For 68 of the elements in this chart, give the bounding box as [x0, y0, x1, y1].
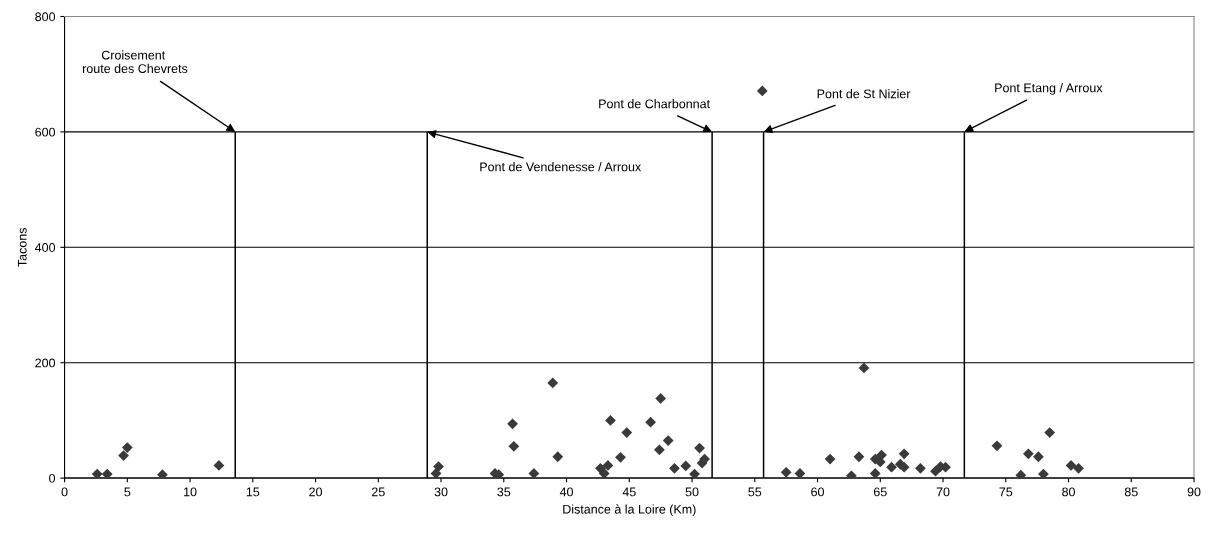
x-tick-label: 80 [1062, 487, 1075, 497]
x-tick-label: 45 [622, 487, 636, 497]
point [528, 468, 540, 479]
point [662, 435, 674, 446]
point [886, 461, 897, 473]
point [213, 460, 225, 471]
x-tick-label: 5 [124, 487, 131, 497]
x-tick-label: 60 [811, 487, 824, 497]
point [915, 462, 926, 474]
x-tick-label: 30 [434, 487, 448, 497]
x-tick-label: 10 [184, 487, 197, 497]
point [507, 418, 518, 430]
point [780, 466, 792, 478]
point [694, 442, 705, 454]
point [898, 448, 910, 460]
y-tick-label: 600 [35, 127, 56, 137]
point [645, 416, 656, 428]
point [121, 442, 133, 453]
point [756, 85, 768, 97]
annotation: Croisement route des Chevrets [83, 50, 188, 73]
annotation: Pont de St Nizier [817, 89, 911, 99]
point [602, 460, 614, 471]
point [1033, 451, 1044, 463]
point [1022, 448, 1034, 460]
y-axis-title: Tacons [17, 227, 27, 267]
x-tick-label: 0 [61, 487, 68, 497]
x-axis-title: Distance à la Loire (Km) [563, 504, 696, 517]
point [853, 451, 865, 463]
x-tick-label: 40 [559, 487, 573, 497]
point [930, 465, 941, 477]
x-tick-label: 65 [873, 487, 887, 497]
x-tick-label: 50 [685, 487, 699, 497]
annotation: Pont Etang / Arroux [995, 83, 1103, 95]
point [655, 393, 667, 404]
point [689, 468, 700, 479]
point [680, 460, 692, 472]
point [615, 451, 626, 463]
point [605, 415, 616, 426]
point [433, 461, 444, 472]
point [118, 450, 129, 461]
point [824, 453, 836, 465]
point [547, 377, 559, 389]
x-tick-label: 85 [1124, 487, 1138, 497]
y-tick-label: 400 [34, 243, 56, 252]
y-tick-label: 0 [49, 473, 56, 483]
point [621, 427, 633, 438]
point [508, 440, 520, 452]
x-tick-label: 35 [497, 487, 511, 497]
x-tick-label: 90 [1187, 487, 1201, 497]
point [552, 451, 564, 463]
annotation: Pont de Charbonnat [599, 99, 710, 109]
annotation: Pont de Vendenesse / Arroux [480, 162, 642, 172]
x-tick-label: 15 [246, 487, 260, 497]
point [669, 462, 680, 474]
point [91, 468, 103, 479]
x-tick-label: 20 [309, 487, 323, 497]
x-tick-label: 25 [371, 487, 385, 497]
x-tick-label: 70 [936, 487, 950, 497]
point [1038, 468, 1049, 479]
x-tick-label: 75 [999, 487, 1013, 497]
y-tick-label: 200 [35, 358, 56, 368]
point [654, 444, 665, 456]
point [1073, 462, 1084, 474]
point [1044, 427, 1056, 438]
y-tick-label: 800 [35, 12, 56, 22]
point [858, 362, 870, 374]
x-tick-label: 55 [748, 487, 762, 497]
point [991, 440, 1003, 452]
